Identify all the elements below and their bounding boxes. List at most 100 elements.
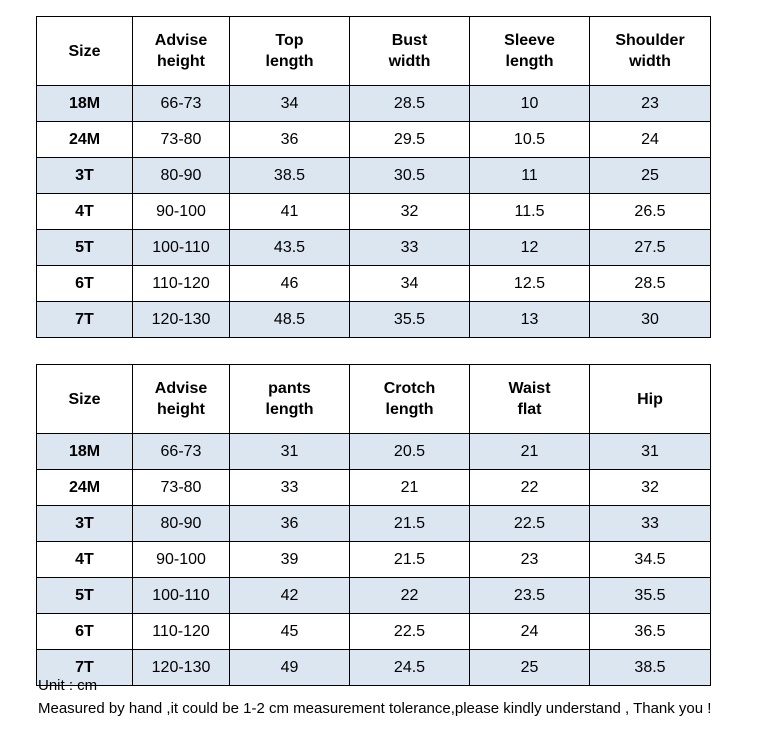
table-cell: 20.5 <box>349 433 470 470</box>
table-cell: 28.5 <box>589 265 711 302</box>
size-cell: 5T <box>36 229 133 266</box>
table-cell: 33 <box>349 229 470 266</box>
table-cell: 36 <box>229 121 350 158</box>
size-cell: 6T <box>36 265 133 302</box>
column-header: Crotch length <box>349 364 470 434</box>
table-cell: 26.5 <box>589 193 711 230</box>
table-cell: 120-130 <box>132 301 230 338</box>
table-row: 3T 80-90 36 21.5 22.5 33 <box>36 505 711 542</box>
size-cell: 5T <box>36 577 133 614</box>
table-cell: 32 <box>349 193 470 230</box>
table-cell: 21 <box>349 469 470 506</box>
size-cell: 3T <box>36 157 133 194</box>
table-row: 3T 80-90 38.5 30.5 11 25 <box>36 157 711 194</box>
column-header: Top length <box>229 16 350 86</box>
table-cell: 31 <box>589 433 711 470</box>
size-cell: 18M <box>36 85 133 122</box>
table-cell: 66-73 <box>132 433 230 470</box>
table-cell: 73-80 <box>132 121 230 158</box>
column-header: Waist flat <box>469 364 590 434</box>
table-row: 7T 120-130 48.5 35.5 13 30 <box>36 301 711 338</box>
size-cell: 7T <box>36 301 133 338</box>
table-cell: 28.5 <box>349 85 470 122</box>
table-cell: 43.5 <box>229 229 350 266</box>
table-cell: 10 <box>469 85 590 122</box>
table-cell: 36 <box>229 505 350 542</box>
table-row: 18M 66-73 34 28.5 10 23 <box>36 85 711 122</box>
table-cell: 24 <box>469 613 590 650</box>
table-cell: 33 <box>589 505 711 542</box>
table-cell: 32 <box>589 469 711 506</box>
table-row: 24M 73-80 36 29.5 10.5 24 <box>36 121 711 158</box>
table-cell: 23 <box>469 541 590 578</box>
table-cell: 110-120 <box>132 613 230 650</box>
table-cell: 22 <box>469 469 590 506</box>
table-cell: 34 <box>229 85 350 122</box>
table-cell: 45 <box>229 613 350 650</box>
table-cell: 23.5 <box>469 577 590 614</box>
table-cell: 21.5 <box>349 505 470 542</box>
size-cell: 4T <box>36 541 133 578</box>
column-header: Shoulder width <box>589 16 711 86</box>
table-cell: 23 <box>589 85 711 122</box>
table-cell: 80-90 <box>132 505 230 542</box>
table-cell: 30 <box>589 301 711 338</box>
table-cell: 34.5 <box>589 541 711 578</box>
table-cell: 33 <box>229 469 350 506</box>
table-cell: 46 <box>229 265 350 302</box>
table-cell: 38.5 <box>229 157 350 194</box>
table-cell: 49 <box>229 649 350 686</box>
table-cell: 73-80 <box>132 469 230 506</box>
column-header: Sleeve length <box>469 16 590 86</box>
table-row: 6T 110-120 46 34 12.5 28.5 <box>36 265 711 302</box>
table-cell: 24 <box>589 121 711 158</box>
table-cell: 90-100 <box>132 193 230 230</box>
tolerance-note: Measured by hand ,it could be 1-2 cm mea… <box>38 700 712 717</box>
table-header-row: Size Advise height pants length Crotch leng… <box>36 364 711 434</box>
table-cell: 13 <box>469 301 590 338</box>
table-row: 4T 90-100 39 21.5 23 34.5 <box>36 541 711 578</box>
table-cell: 66-73 <box>132 85 230 122</box>
size-cell: 4T <box>36 193 133 230</box>
table-row: 18M 66-73 31 20.5 21 31 <box>36 433 711 470</box>
table-cell: 100-110 <box>132 229 230 266</box>
table-cell: 39 <box>229 541 350 578</box>
table-row: 5T 100-110 42 22 23.5 35.5 <box>36 577 711 614</box>
bottom-size-table: Size Advise height pants length Crotch leng… <box>36 364 711 686</box>
table-cell: 48.5 <box>229 301 350 338</box>
table-cell: 25 <box>469 649 590 686</box>
column-header: Advise height <box>132 364 230 434</box>
table-cell: 21.5 <box>349 541 470 578</box>
table-cell: 10.5 <box>469 121 590 158</box>
table-cell: 100-110 <box>132 577 230 614</box>
table-cell: 35.5 <box>589 577 711 614</box>
column-header: Advise height <box>132 16 230 86</box>
table-cell: 27.5 <box>589 229 711 266</box>
column-header: Bust width <box>349 16 470 86</box>
table-cell: 110-120 <box>132 265 230 302</box>
table-cell: 11 <box>469 157 590 194</box>
size-cell: 7T <box>36 649 133 686</box>
table-cell: 90-100 <box>132 541 230 578</box>
table-cell: 25 <box>589 157 711 194</box>
table-cell: 29.5 <box>349 121 470 158</box>
size-cell: 24M <box>36 121 133 158</box>
table-cell: 38.5 <box>589 649 711 686</box>
table-cell: 34 <box>349 265 470 302</box>
table-cell: 31 <box>229 433 350 470</box>
table-cell: 80-90 <box>132 157 230 194</box>
table-cell: 22 <box>349 577 470 614</box>
column-header: Size <box>36 364 133 434</box>
table-cell: 35.5 <box>349 301 470 338</box>
size-cell: 3T <box>36 505 133 542</box>
table-row: 4T 90-100 41 32 11.5 26.5 <box>36 193 711 230</box>
table-cell: 42 <box>229 577 350 614</box>
size-cell: 24M <box>36 469 133 506</box>
table-cell: 12.5 <box>469 265 590 302</box>
table-cell: 41 <box>229 193 350 230</box>
table-cell: 22.5 <box>469 505 590 542</box>
table-row: 24M 73-80 33 21 22 32 <box>36 469 711 506</box>
table-cell: 30.5 <box>349 157 470 194</box>
unit-note: Unit : cm <box>38 677 98 694</box>
table-cell: 36.5 <box>589 613 711 650</box>
